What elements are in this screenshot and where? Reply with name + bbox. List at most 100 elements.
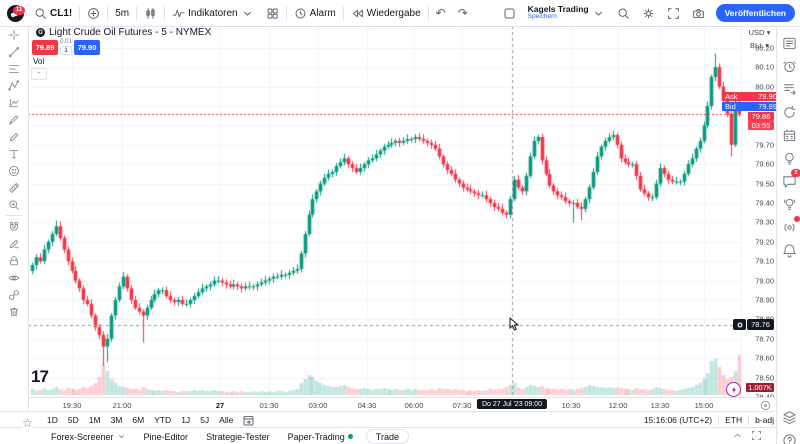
adjustment-toggle[interactable]: b-adj bbox=[755, 415, 774, 425]
live-icon[interactable] bbox=[780, 216, 800, 236]
range-button-3m[interactable]: 3M bbox=[110, 415, 123, 425]
snapshot-button[interactable] bbox=[686, 0, 711, 26]
symbol-legend[interactable]: O Light Crude Oil Futures - 5 - NYMEX bbox=[36, 27, 211, 38]
layout-menu[interactable]: Kagels Trading Speichern bbox=[522, 0, 611, 26]
notifications-icon[interactable] bbox=[780, 241, 798, 259]
unread-badge: 2 bbox=[791, 169, 800, 177]
streams-icon[interactable] bbox=[780, 195, 798, 213]
buy-button[interactable]: 79.90 bbox=[74, 39, 100, 55]
fullscreen-button[interactable] bbox=[661, 0, 686, 26]
alerts-icon[interactable] bbox=[780, 57, 798, 75]
zoom-in-icon[interactable] bbox=[0, 196, 28, 213]
time-axis[interactable]: 19:30 21:00 27 01:30 03:00 04:30 06:00 07:30 10:… bbox=[0, 397, 776, 412]
ruler-icon[interactable] bbox=[0, 179, 28, 196]
save-layout-button[interactable] bbox=[497, 0, 522, 26]
emoji-icon[interactable] bbox=[0, 162, 28, 179]
eye-icon[interactable] bbox=[0, 269, 28, 286]
candles-icon bbox=[144, 7, 157, 20]
fib-retracement-icon[interactable] bbox=[0, 60, 28, 77]
redo-button[interactable]: ↷ bbox=[452, 0, 474, 26]
time-tick: 12:00 bbox=[608, 401, 628, 410]
object-tree-icon[interactable] bbox=[780, 408, 798, 426]
pencil-icon[interactable] bbox=[0, 128, 28, 145]
undo-button[interactable]: ↶ bbox=[430, 0, 452, 26]
chat-icon[interactable]: 2 bbox=[780, 169, 800, 190]
range-button-1d[interactable]: 1D bbox=[47, 415, 58, 425]
crosshair-tool-icon[interactable] bbox=[0, 26, 28, 43]
rotate-icon[interactable] bbox=[780, 103, 798, 121]
range-button-5d[interactable]: 5D bbox=[67, 415, 79, 425]
calendar-icon[interactable] bbox=[780, 126, 798, 144]
tab-paper-trading[interactable]: Paper-Trading bbox=[279, 432, 362, 442]
compare-button[interactable] bbox=[81, 0, 106, 26]
projection-icon[interactable] bbox=[0, 94, 28, 111]
mouse-cursor bbox=[509, 316, 520, 334]
ideas-icon[interactable] bbox=[780, 149, 798, 167]
range-button-1j[interactable]: 1J bbox=[181, 415, 191, 425]
currency-selector[interactable]: USD ▾ bbox=[748, 28, 771, 37]
magnet-icon[interactable] bbox=[0, 218, 28, 235]
tab-strategie-tester[interactable]: Strategie-Tester bbox=[197, 432, 279, 442]
tab-trade[interactable]: Trade bbox=[365, 429, 409, 444]
replay-label: Wiedergabe bbox=[366, 7, 421, 19]
quantity-field[interactable]: 1 bbox=[60, 46, 72, 55]
price-tick: 80.10 bbox=[755, 62, 774, 72]
trend-line-icon[interactable] bbox=[0, 43, 28, 60]
quick-search-button[interactable] bbox=[611, 0, 636, 26]
watchlist-icon[interactable] bbox=[780, 34, 798, 52]
edit-lock-icon[interactable] bbox=[0, 235, 28, 252]
tv-logo[interactable]: 11 bbox=[0, 4, 25, 22]
crosshair-gear-icon[interactable] bbox=[733, 319, 746, 330]
help-icon[interactable] bbox=[780, 431, 798, 444]
symbol-search-label: CL1! bbox=[50, 7, 73, 19]
clock[interactable]: 15:16:06 (UTC+2) bbox=[643, 415, 713, 425]
session-toggle[interactable]: ETH bbox=[725, 415, 743, 425]
price-chart[interactable] bbox=[28, 26, 741, 397]
notification-badge: 11 bbox=[13, 5, 25, 15]
alert-button[interactable]: Alarm bbox=[288, 0, 342, 26]
range-button-5j[interactable]: 5J bbox=[200, 415, 210, 425]
pane-collapse-button[interactable]: ⌃ bbox=[31, 68, 47, 80]
text-tool-icon[interactable] bbox=[0, 145, 28, 162]
tab-forex-screener[interactable]: Forex-Screener bbox=[42, 432, 135, 442]
lock-icon[interactable] bbox=[0, 252, 28, 269]
publish-button[interactable]: Veröffentlichen bbox=[715, 4, 795, 22]
sell-button[interactable]: 79.89 bbox=[32, 39, 58, 55]
connected-dot bbox=[347, 434, 353, 439]
symbol-search[interactable]: CL1! bbox=[28, 0, 78, 26]
range-button-alle[interactable]: Alle bbox=[219, 415, 234, 425]
layout-grid-button[interactable] bbox=[260, 0, 285, 26]
interval-label: 5m bbox=[115, 7, 130, 19]
panel-maximize-icon[interactable] bbox=[751, 430, 762, 443]
economic-event-icon[interactable] bbox=[726, 382, 741, 397]
link-icon[interactable] bbox=[0, 286, 28, 303]
goto-date-button[interactable] bbox=[238, 412, 259, 428]
tab-label: Paper-Trading bbox=[287, 431, 345, 442]
journal-icon[interactable] bbox=[780, 80, 798, 98]
timezone-icon[interactable] bbox=[760, 400, 771, 413]
tab-label: Forex-Screener bbox=[51, 431, 114, 442]
alarm-icon bbox=[294, 7, 307, 20]
price-tick: 79.70 bbox=[755, 140, 774, 150]
range-button-6m[interactable]: 6M bbox=[132, 415, 145, 425]
unit-selector[interactable]: BLL ▾ bbox=[750, 41, 769, 50]
pattern-icon[interactable] bbox=[0, 77, 28, 94]
brush-icon[interactable] bbox=[0, 111, 28, 128]
fullscreen-icon bbox=[667, 7, 680, 20]
panel-collapse-icon[interactable] bbox=[732, 430, 743, 443]
spread-value: 0.01 bbox=[60, 39, 72, 45]
trash-icon[interactable] bbox=[0, 303, 28, 320]
favorites-star-icon[interactable]: ☆ bbox=[22, 416, 33, 430]
price-axis[interactable]: USD ▾ BLL ▾ 80.2080.1080.0079.9079.8079.… bbox=[741, 26, 777, 402]
interval-button[interactable]: 5m bbox=[109, 0, 135, 26]
range-button-ytd[interactable]: YTD bbox=[154, 415, 172, 425]
indicators-button[interactable]: Indikatoren bbox=[166, 0, 259, 26]
tab-pine-editor[interactable]: Pine-Editor bbox=[135, 432, 198, 442]
range-button-1m[interactable]: 1M bbox=[88, 415, 101, 425]
settings-button[interactable] bbox=[636, 0, 661, 26]
tab-label: Strategie-Tester bbox=[206, 431, 270, 442]
replay-button[interactable]: Wiedergabe bbox=[345, 0, 427, 26]
bid-price-label: Bid 79.89 bbox=[722, 102, 780, 111]
chart-type-button[interactable] bbox=[138, 0, 163, 26]
